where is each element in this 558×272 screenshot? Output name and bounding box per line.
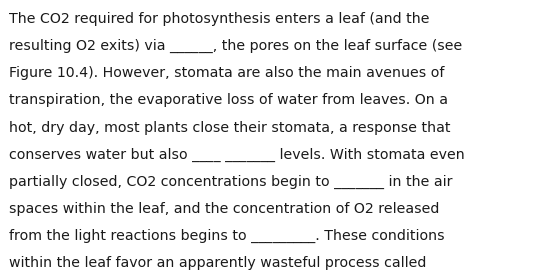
Text: from the light reactions begins to _________. These conditions: from the light reactions begins to _____…	[9, 229, 445, 243]
Text: Figure 10.4). However, stomata are also the main avenues of: Figure 10.4). However, stomata are also …	[9, 66, 445, 81]
Text: conserves water but also ____ _______ levels. With stomata even: conserves water but also ____ _______ le…	[9, 148, 465, 162]
Text: within the leaf favor an apparently wasteful process called: within the leaf favor an apparently wast…	[9, 256, 427, 270]
Text: The CO2 required for photosynthesis enters a leaf (and the: The CO2 required for photosynthesis ente…	[9, 12, 430, 26]
Text: spaces within the leaf, and the concentration of O2 released: spaces within the leaf, and the concentr…	[9, 202, 440, 216]
Text: resulting O2 exits) via ______, the pores on the leaf surface (see: resulting O2 exits) via ______, the pore…	[9, 39, 463, 54]
Text: hot, dry day, most plants close their stomata, a response that: hot, dry day, most plants close their st…	[9, 120, 451, 135]
Text: partially closed, CO2 concentrations begin to _______ in the air: partially closed, CO2 concentrations beg…	[9, 175, 453, 189]
Text: transpiration, the evaporative loss of water from leaves. On a: transpiration, the evaporative loss of w…	[9, 94, 449, 107]
